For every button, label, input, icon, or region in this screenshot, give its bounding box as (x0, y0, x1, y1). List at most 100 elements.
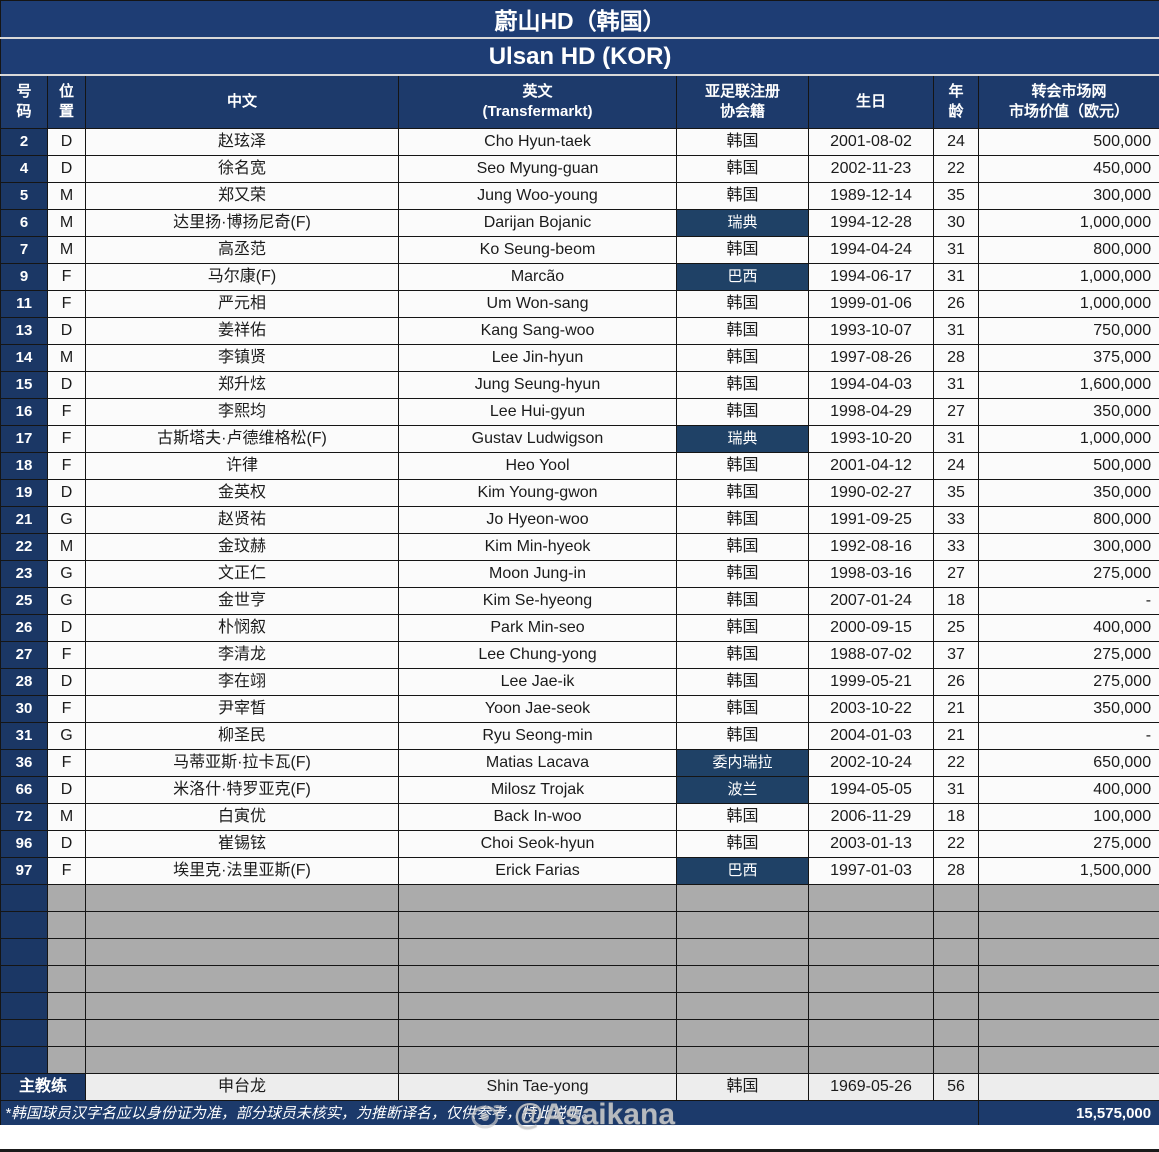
cell-birthday: 1989-12-14 (808, 182, 934, 210)
table-row: 11 F 严元相 Um Won-sang 韩国 1999-01-06 26 1,000,000 (0, 290, 1159, 318)
cell-association: 韩国 (676, 695, 809, 723)
empty-cell (85, 1046, 399, 1074)
table-row: 31 G 柳圣民 Ryu Seong-min 韩国 2004-01-03 21- (0, 722, 1159, 750)
empty-cell (808, 965, 934, 993)
empty-row (0, 965, 1159, 993)
empty-row (0, 1019, 1159, 1047)
cell-name-cn: 李清龙 (85, 641, 399, 669)
empty-cell (933, 938, 979, 966)
table-row: 66 D 米洛什·特罗亚克(F) Milosz Trojak 波兰 1994-05-05 3… (0, 776, 1159, 804)
empty-number-cell (0, 884, 48, 912)
cell-association: 韩国 (676, 641, 809, 669)
cell-birthday: 2002-11-23 (808, 155, 934, 183)
cell-name-cn: 高丞范 (85, 236, 399, 264)
cell-value: 375,000 (977, 344, 1159, 372)
empty-row (0, 1046, 1159, 1074)
cell-number: 6 (0, 209, 48, 237)
cell-association: 韩国 (676, 398, 809, 426)
cell-name-cn: 赵玹泽 (85, 128, 399, 156)
table-row: 14 M 李镇贤 Lee Jin-hyun 韩国 1997-08-26 28 375,000 (0, 344, 1159, 372)
cell-value: 1,500,000 (977, 857, 1159, 885)
empty-cell (47, 992, 86, 1020)
cell-name-en: Lee Jae-ik (398, 668, 677, 696)
cell-birthday: 1994-04-03 (808, 371, 934, 399)
footnote: *韩国球员汉字名应以身份证为准，部分球员未核实，为推断译名，仅供参考，特此说明。 (0, 1100, 979, 1128)
cell-position: F (47, 641, 86, 669)
empty-cell (47, 965, 86, 993)
col-header-age: 年 龄 (933, 74, 979, 129)
cell-name-en: Um Won-sang (398, 290, 677, 318)
empty-cell (47, 1019, 86, 1047)
title-row-cn: 蔚山HD（韩国） (0, 0, 1159, 39)
cell-birthday: 1994-06-17 (808, 263, 934, 291)
title-row-en: Ulsan HD (KOR) (0, 37, 1159, 76)
cell-value: 275,000 (977, 668, 1159, 696)
cell-name-en: Back In-woo (398, 803, 677, 831)
cell-birthday: 2004-01-03 (808, 722, 934, 750)
cell-value: 450,000 (977, 155, 1159, 183)
cell-birthday: 1997-08-26 (808, 344, 934, 372)
cell-value: 1,600,000 (977, 371, 1159, 399)
table-row: 13 D 姜祥佑 Kang Sang-woo 韩国 1993-10-07 31 750,000 (0, 317, 1159, 345)
cell-position: G (47, 587, 86, 615)
cell-number: 97 (0, 857, 48, 885)
empty-cell (85, 911, 399, 939)
cell-position: G (47, 560, 86, 588)
cell-number: 9 (0, 263, 48, 291)
cell-position: D (47, 128, 86, 156)
empty-row (0, 938, 1159, 966)
cell-value: 800,000 (977, 506, 1159, 534)
total-market-value: 15,575,000 (977, 1100, 1159, 1128)
cell-age: 28 (933, 857, 979, 885)
cell-value: 350,000 (977, 479, 1159, 507)
cell-name-cn: 达里扬·博扬尼奇(F) (85, 209, 399, 237)
cell-position: D (47, 830, 86, 858)
cell-name-en: Lee Hui-gyun (398, 398, 677, 426)
roster-table: 蔚山HD（韩国） Ulsan HD (KOR) 号 码 位 置 中文 英文 (T… (0, 0, 1159, 1128)
cell-name-cn: 尹宰晳 (85, 695, 399, 723)
cell-number: 17 (0, 425, 48, 453)
table-row: 16 F 李熙均 Lee Hui-gyun 韩国 1998-04-29 27 350,000 (0, 398, 1159, 426)
cell-name-en: Milosz Trojak (398, 776, 677, 804)
cell-name-cn: 金玟赫 (85, 533, 399, 561)
empty-cell (977, 938, 1159, 966)
cell-name-en: Park Min-seo (398, 614, 677, 642)
cell-number: 2 (0, 128, 48, 156)
cell-association: 韩国 (676, 128, 809, 156)
cell-name-cn: 马蒂亚斯·拉卡瓦(F) (85, 749, 399, 777)
empty-cell (85, 938, 399, 966)
empty-cell (977, 1019, 1159, 1047)
cell-association: 韩国 (676, 830, 809, 858)
cell-position: F (47, 749, 86, 777)
empty-cell (933, 911, 979, 939)
cell-birthday: 1994-05-05 (808, 776, 934, 804)
empty-cell (398, 1046, 677, 1074)
cell-position: F (47, 290, 86, 318)
cell-number: 4 (0, 155, 48, 183)
cell-age: 35 (933, 182, 979, 210)
empty-rows (0, 884, 1159, 1074)
col-header-number: 号 码 (0, 74, 48, 129)
page-title: 蔚山HD（韩国） (0, 0, 1159, 39)
table-row: 9 F 马尔康(F) Marcão 巴西 1994-06-17 31 1,000,000 (0, 263, 1159, 291)
cell-position: D (47, 155, 86, 183)
cell-name-cn: 许律 (85, 452, 399, 480)
cell-association: 韩国 (676, 155, 809, 183)
cell-number: 72 (0, 803, 48, 831)
cell-association: 韩国 (676, 290, 809, 318)
cell-number: 19 (0, 479, 48, 507)
empty-cell (933, 1019, 979, 1047)
cell-value: 275,000 (977, 641, 1159, 669)
cell-association: 韩国 (676, 560, 809, 588)
table-row: 17 F 古斯塔夫·卢德维格松(F) Gustav Ludwigson 瑞典 1993-1… (0, 425, 1159, 453)
cell-position: M (47, 533, 86, 561)
cell-name-en: Lee Jin-hyun (398, 344, 677, 372)
empty-cell (398, 938, 677, 966)
cell-association: 韩国 (676, 668, 809, 696)
bottom-strip (0, 1125, 1159, 1152)
empty-cell (676, 965, 809, 993)
cell-number: 31 (0, 722, 48, 750)
coach-name-cn: 申台龙 (85, 1073, 399, 1101)
cell-number: 23 (0, 560, 48, 588)
